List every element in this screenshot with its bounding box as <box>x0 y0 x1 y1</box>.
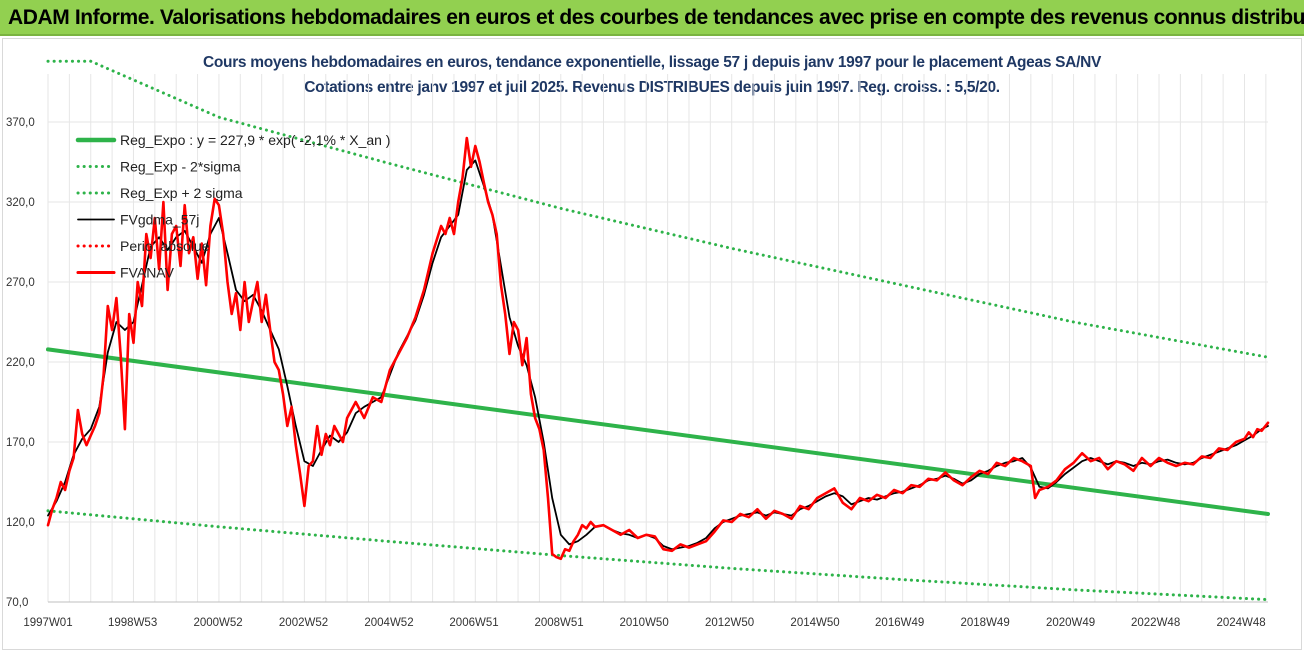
x-tick-label: 2018W49 <box>960 617 1009 629</box>
y-tick-label: 320,0 <box>6 197 35 209</box>
legend-label-2: Reg_Exp + 2 sigma <box>120 185 243 201</box>
legend-label-1: Reg_Exp - 2*sigma <box>120 159 241 175</box>
series-line-5 <box>46 136 1270 561</box>
x-tick-label: 2004W52 <box>364 617 413 629</box>
x-tick-label: 2016W49 <box>875 617 924 629</box>
legend-label-4: Perio. absolue <box>120 238 210 254</box>
x-tick-label: 2014W50 <box>790 617 839 629</box>
x-tick-label: 1997W01 <box>23 617 72 629</box>
chart-title: Cours moyens hebdomadaires en euros, ten… <box>202 54 1102 71</box>
series-line-2 <box>46 59 1270 359</box>
y-axis-ticks: 70,0 120,0 170,0 220,0 270,0 320,0 370,0 <box>6 117 35 609</box>
x-tick-label: 2000W52 <box>193 617 242 629</box>
legend-label-5: FVANAV <box>120 265 175 281</box>
x-tick-label: 2020W49 <box>1046 617 1095 629</box>
y-tick-label: 270,0 <box>6 277 35 289</box>
header-banner: ADAM Informe. Valorisations hebdomadaire… <box>0 0 1304 36</box>
y-tick-label: 370,0 <box>6 117 35 129</box>
legend-label-0: Reg_Expo : y = 227,9 * exp( -2,1% * X_an… <box>120 132 390 148</box>
banner-title: ADAM Informe. Valorisations hebdomadaire… <box>8 6 1304 29</box>
x-tick-label: 2022W48 <box>1131 617 1180 629</box>
legend: Reg_Expo : y = 227,9 * exp( -2,1% * X_an… <box>75 132 390 281</box>
x-tick-label: 2006W51 <box>449 617 498 629</box>
y-tick-label: 70,0 <box>6 597 28 609</box>
x-tick-label: 2012W50 <box>705 617 754 629</box>
y-tick-label: 220,0 <box>6 357 35 369</box>
series <box>46 59 1270 602</box>
x-tick-label: 2008W51 <box>534 617 583 629</box>
grid <box>47 74 1268 603</box>
series-line-1 <box>46 509 1270 602</box>
x-tick-label: 2010W50 <box>619 617 668 629</box>
y-tick-label: 170,0 <box>6 437 35 449</box>
series-line-0 <box>46 347 1270 516</box>
y-tick-label: 120,0 <box>6 517 35 529</box>
x-tick-label: 1998W53 <box>108 617 157 629</box>
x-axis-ticks: 1997W01 1998W53 2000W52 2002W52 2004W52 2006W… <box>23 617 1265 629</box>
x-tick-label: 2024W48 <box>1216 617 1265 629</box>
x-tick-label: 2002W52 <box>279 617 328 629</box>
chart-subtitle: Cotations entre janv 1997 et juil 2025. … <box>304 79 1000 96</box>
legend-label-3: FVgdma_57j <box>120 212 199 228</box>
